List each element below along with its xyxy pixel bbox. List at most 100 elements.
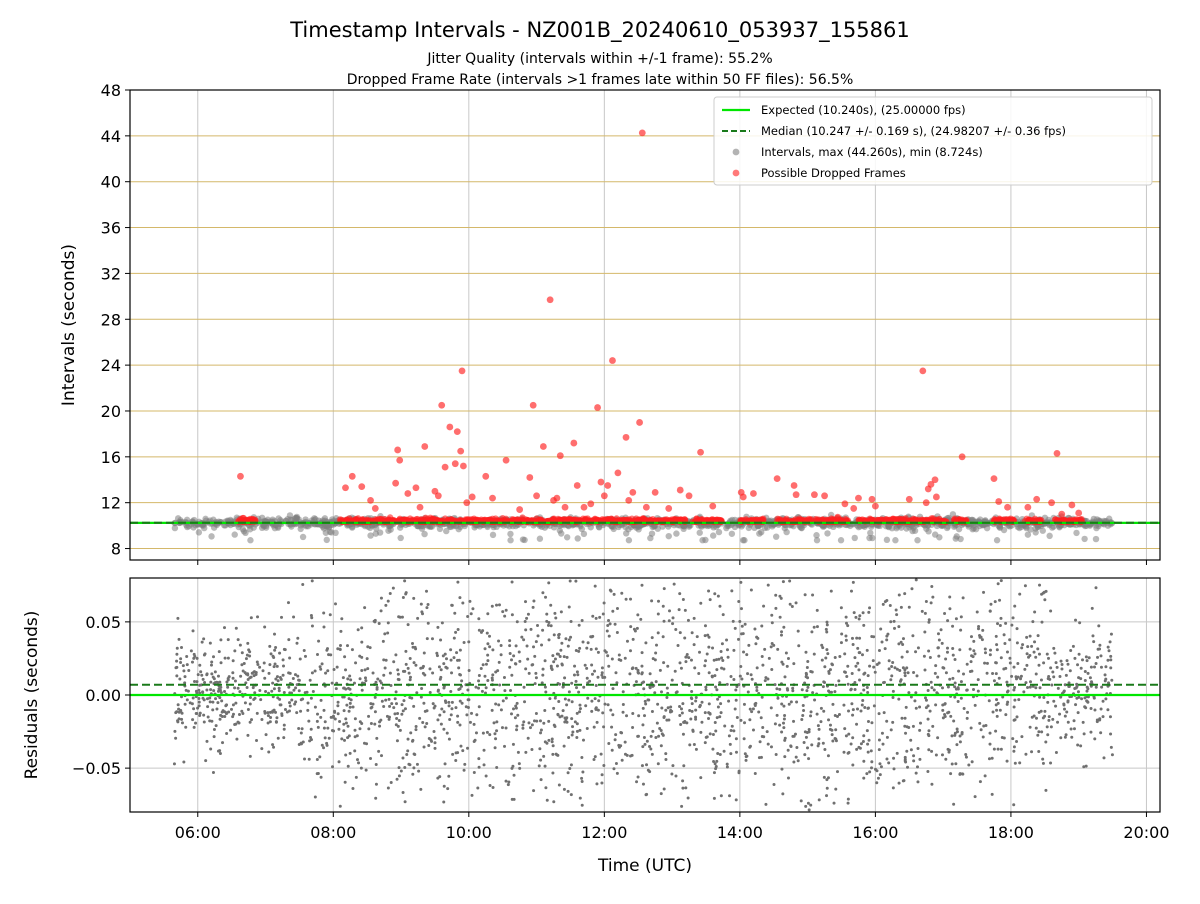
- residual-point: [466, 747, 469, 750]
- interval-point: [925, 528, 931, 534]
- dropped-frame-point: [587, 500, 594, 507]
- top-y-tick-label: 36: [101, 219, 121, 238]
- residual-point: [782, 580, 785, 583]
- residual-point: [404, 650, 407, 653]
- residual-point: [604, 703, 607, 706]
- residual-point: [644, 743, 647, 746]
- residual-point: [885, 635, 888, 638]
- residual-point: [396, 668, 399, 671]
- residual-point: [339, 805, 342, 808]
- residual-point: [287, 686, 290, 689]
- residual-point: [821, 659, 824, 662]
- residual-point: [1098, 717, 1101, 720]
- residual-point: [339, 644, 342, 647]
- residual-point: [961, 773, 964, 776]
- residual-point: [816, 625, 819, 628]
- residual-point: [1095, 662, 1098, 665]
- residual-point: [1033, 611, 1036, 614]
- residual-point: [354, 661, 357, 664]
- residual-point: [264, 690, 267, 693]
- residual-point: [897, 625, 900, 628]
- top-y-tick-label: 28: [101, 310, 121, 329]
- residual-point: [459, 649, 462, 652]
- residual-point: [991, 757, 994, 760]
- residual-point: [1020, 735, 1023, 738]
- residual-point: [834, 728, 837, 731]
- residual-point: [366, 657, 369, 660]
- residual-point: [893, 767, 896, 770]
- dropped-frame-point: [457, 448, 464, 455]
- residual-point: [507, 783, 510, 786]
- residual-point: [1045, 590, 1048, 593]
- residual-point: [907, 671, 910, 674]
- residual-point: [641, 764, 644, 767]
- residual-point: [914, 691, 917, 694]
- residual-point: [427, 603, 430, 606]
- residual-point: [1010, 675, 1013, 678]
- residual-point: [255, 739, 258, 742]
- residual-point: [957, 700, 960, 703]
- residual-point: [715, 668, 718, 671]
- residual-point: [558, 784, 561, 787]
- residual-point: [1081, 658, 1084, 661]
- residual-point: [974, 704, 977, 707]
- residual-point: [863, 706, 866, 709]
- residual-point: [475, 713, 478, 716]
- residual-point: [901, 656, 904, 659]
- residual-point: [318, 755, 321, 758]
- residual-point: [797, 759, 800, 762]
- residual-point: [360, 722, 363, 725]
- residual-point: [1046, 725, 1049, 728]
- residual-point: [1093, 737, 1096, 740]
- residual-point: [886, 736, 889, 739]
- residual-point: [409, 676, 412, 679]
- residual-point: [670, 773, 673, 776]
- residual-point: [223, 690, 226, 693]
- residual-point: [311, 671, 314, 674]
- residual-point: [282, 665, 285, 668]
- top-y-tick-label: 16: [101, 448, 121, 467]
- residual-point: [916, 747, 919, 750]
- residual-point: [310, 697, 313, 700]
- residual-point: [1016, 715, 1019, 718]
- residual-point: [548, 697, 551, 700]
- residual-point: [595, 706, 598, 709]
- residual-point: [626, 640, 629, 643]
- residual-point: [360, 626, 363, 629]
- residual-point: [265, 733, 268, 736]
- residual-point: [392, 660, 395, 663]
- residual-point: [1009, 661, 1012, 664]
- residual-point: [877, 777, 880, 780]
- residual-point: [870, 749, 873, 752]
- residual-point: [447, 701, 450, 704]
- dropped-frame-point: [791, 482, 798, 489]
- residual-point: [1040, 621, 1043, 624]
- residual-point: [978, 722, 981, 725]
- residual-point: [552, 800, 555, 803]
- residual-point: [740, 607, 743, 610]
- residual-point: [515, 725, 518, 728]
- residual-point: [482, 732, 485, 735]
- residual-point: [473, 740, 476, 743]
- dropped-frame-point: [537, 519, 543, 525]
- residual-point: [714, 721, 717, 724]
- residual-point: [972, 649, 975, 652]
- residual-point: [1109, 655, 1112, 658]
- residual-point: [438, 714, 441, 717]
- residual-point: [851, 736, 854, 739]
- residual-point: [478, 674, 481, 677]
- residual-point: [314, 669, 317, 672]
- residual-point: [995, 698, 998, 701]
- residual-point: [1052, 647, 1055, 650]
- residual-point: [532, 645, 535, 648]
- residual-point: [726, 683, 729, 686]
- residual-point: [720, 794, 723, 797]
- residual-point: [1029, 726, 1032, 729]
- bottom-y-tick-label: −0.05: [72, 759, 121, 778]
- residual-point: [185, 655, 188, 658]
- residual-point: [670, 710, 673, 713]
- residual-point: [249, 696, 252, 699]
- residual-point: [870, 635, 873, 638]
- residual-point: [687, 656, 690, 659]
- residual-point: [907, 691, 910, 694]
